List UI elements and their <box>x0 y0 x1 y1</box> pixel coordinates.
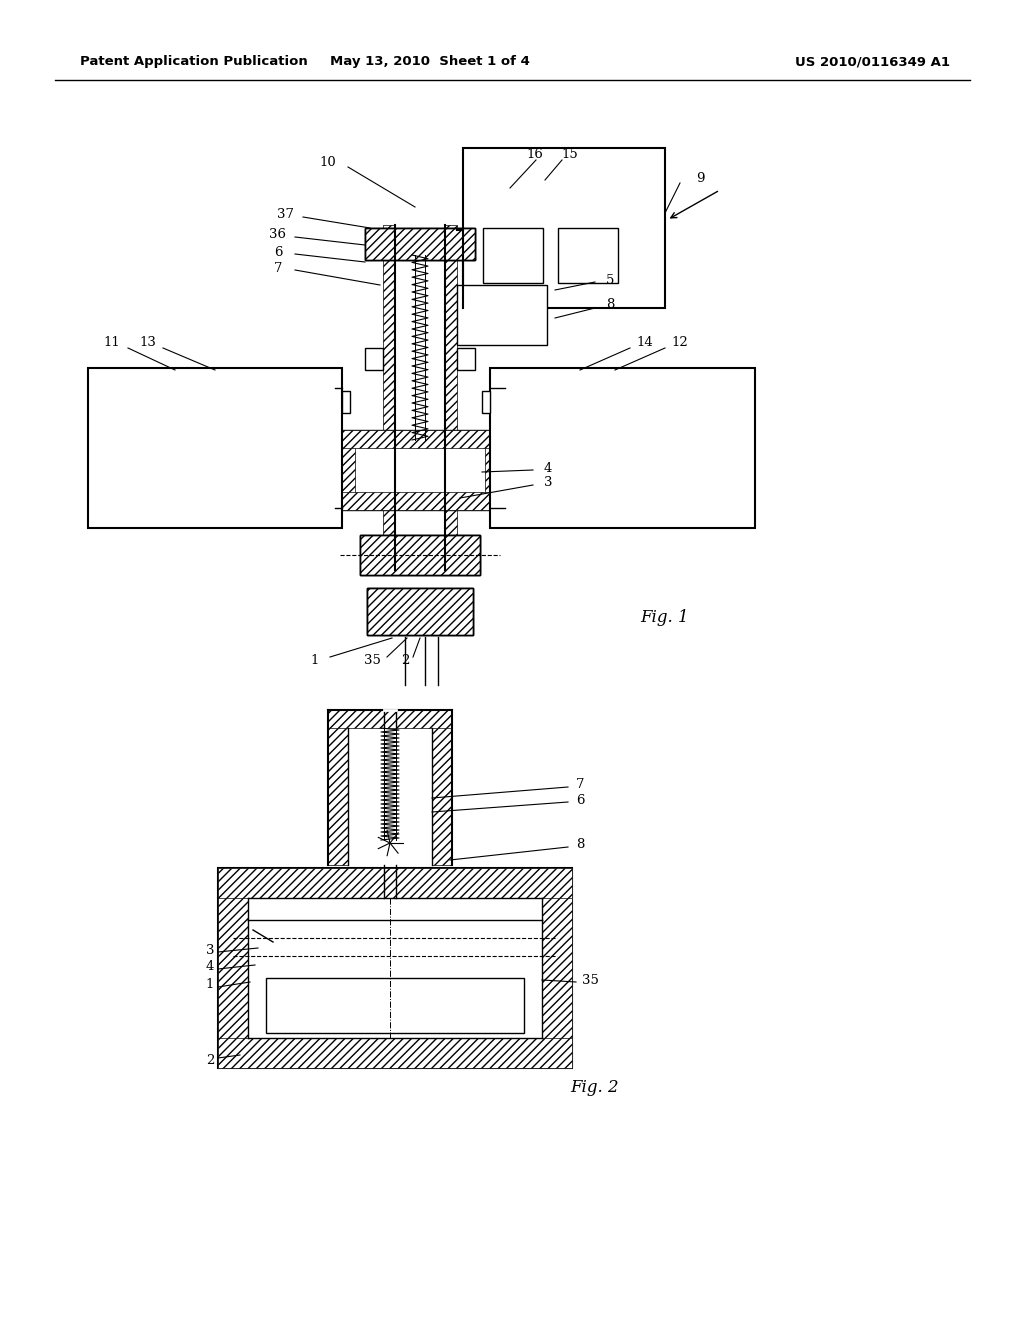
Bar <box>367 587 473 635</box>
Bar <box>367 587 473 635</box>
Text: 10: 10 <box>319 157 336 169</box>
Text: 35: 35 <box>364 653 381 667</box>
Bar <box>360 535 480 576</box>
Text: 37: 37 <box>276 209 294 222</box>
Text: US 2010/0116349 A1: US 2010/0116349 A1 <box>795 55 950 69</box>
Bar <box>365 228 475 260</box>
Text: 5: 5 <box>606 273 614 286</box>
Bar <box>463 148 665 308</box>
Bar <box>367 587 473 635</box>
Bar <box>483 228 543 282</box>
Text: 11: 11 <box>103 335 121 348</box>
Bar <box>365 228 475 260</box>
Bar <box>383 224 395 570</box>
Bar <box>360 535 480 576</box>
Bar <box>482 391 490 413</box>
Bar <box>218 869 572 898</box>
Text: Patent Application Publication: Patent Application Publication <box>80 55 308 69</box>
Text: 6: 6 <box>575 793 585 807</box>
Text: 13: 13 <box>139 335 157 348</box>
Text: 2: 2 <box>400 653 410 667</box>
Bar <box>218 869 572 1068</box>
Text: 4: 4 <box>206 961 214 974</box>
Bar <box>360 535 480 576</box>
Text: 14: 14 <box>637 335 653 348</box>
Bar <box>490 368 755 528</box>
Text: 7: 7 <box>273 261 283 275</box>
Text: 9: 9 <box>695 172 705 185</box>
Text: 15: 15 <box>561 149 579 161</box>
Text: 35: 35 <box>582 974 598 986</box>
Text: 12: 12 <box>672 335 688 348</box>
Text: 7: 7 <box>575 779 585 792</box>
Text: 1: 1 <box>311 653 319 667</box>
Text: 3: 3 <box>206 944 214 957</box>
Bar <box>266 978 524 1034</box>
Text: 8: 8 <box>606 298 614 312</box>
Text: 36: 36 <box>269 228 287 242</box>
Bar <box>335 430 505 447</box>
Bar <box>365 348 383 370</box>
Bar <box>485 430 505 510</box>
Bar <box>432 710 452 865</box>
Bar <box>335 492 505 510</box>
Bar <box>328 710 348 865</box>
Bar <box>457 348 475 370</box>
Text: 6: 6 <box>273 246 283 259</box>
Bar <box>218 869 248 1068</box>
Bar <box>457 285 547 345</box>
Bar <box>218 1038 572 1068</box>
Text: May 13, 2010  Sheet 1 of 4: May 13, 2010 Sheet 1 of 4 <box>330 55 530 69</box>
Text: Fig. 2: Fig. 2 <box>570 1080 618 1097</box>
Bar <box>365 228 475 260</box>
Bar <box>542 869 572 1068</box>
Text: 2: 2 <box>206 1053 214 1067</box>
Bar <box>335 430 355 510</box>
Text: 1: 1 <box>206 978 214 991</box>
Bar <box>328 710 452 729</box>
Bar <box>558 228 618 282</box>
Bar <box>445 224 457 570</box>
Bar <box>88 368 342 528</box>
Text: 8: 8 <box>575 838 584 851</box>
Bar <box>335 430 505 510</box>
Text: Fig. 1: Fig. 1 <box>640 610 688 627</box>
Text: 16: 16 <box>526 149 544 161</box>
Text: 3: 3 <box>544 477 552 490</box>
Text: 4: 4 <box>544 462 552 474</box>
Bar <box>342 391 350 413</box>
